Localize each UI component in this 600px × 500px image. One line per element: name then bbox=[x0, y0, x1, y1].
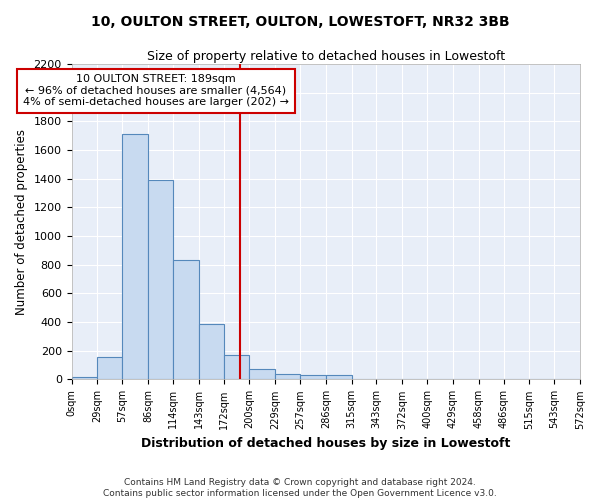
Title: Size of property relative to detached houses in Lowestoft: Size of property relative to detached ho… bbox=[147, 50, 505, 63]
Bar bbox=[71, 376, 97, 380]
Bar bbox=[122, 134, 148, 380]
Bar bbox=[148, 180, 173, 380]
Text: 10, OULTON STREET, OULTON, LOWESTOFT, NR32 3BB: 10, OULTON STREET, OULTON, LOWESTOFT, NR… bbox=[91, 15, 509, 29]
X-axis label: Distribution of detached houses by size in Lowestoft: Distribution of detached houses by size … bbox=[141, 437, 511, 450]
Bar bbox=[326, 376, 352, 380]
Bar bbox=[275, 374, 300, 380]
Text: Contains HM Land Registry data © Crown copyright and database right 2024.
Contai: Contains HM Land Registry data © Crown c… bbox=[103, 478, 497, 498]
Bar bbox=[97, 357, 122, 380]
Text: 10 OULTON STREET: 189sqm
← 96% of detached houses are smaller (4,564)
4% of semi: 10 OULTON STREET: 189sqm ← 96% of detach… bbox=[23, 74, 289, 108]
Bar bbox=[250, 370, 275, 380]
Y-axis label: Number of detached properties: Number of detached properties bbox=[15, 129, 28, 315]
Bar bbox=[224, 355, 250, 380]
Bar bbox=[300, 376, 326, 380]
Bar bbox=[173, 260, 199, 380]
Bar bbox=[199, 324, 224, 380]
